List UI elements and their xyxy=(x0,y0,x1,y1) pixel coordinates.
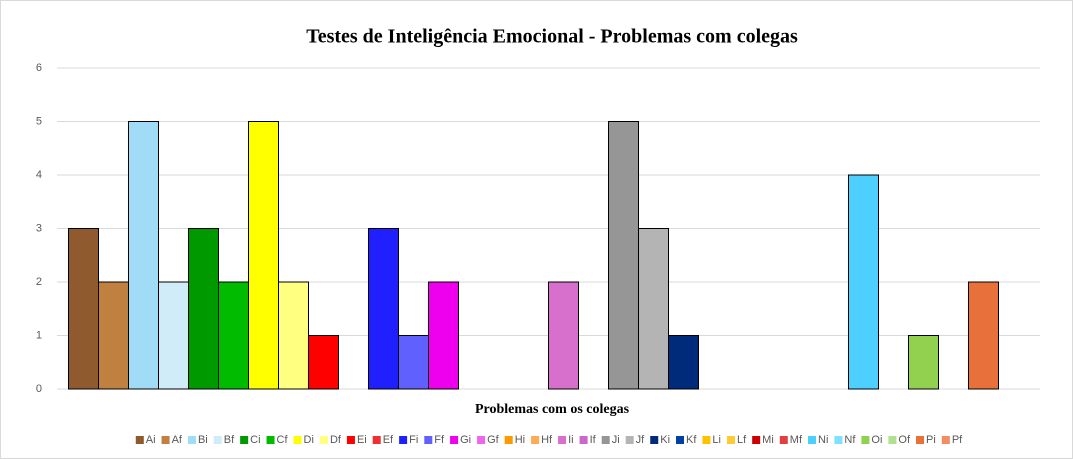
legend-label: Ff xyxy=(434,434,445,446)
legend-label: Ei xyxy=(357,434,367,446)
legend-swatch xyxy=(808,436,817,444)
bar xyxy=(548,281,579,390)
legend-swatch xyxy=(135,436,144,444)
legend-label: Gi xyxy=(460,434,471,446)
legend-label: Cf xyxy=(277,434,289,446)
legend-label: Ef xyxy=(383,434,394,446)
legend-swatch xyxy=(779,436,788,444)
bar xyxy=(128,121,159,390)
y-tick-label: 2 xyxy=(36,276,42,288)
legend-label: Kf xyxy=(686,434,697,446)
legend-swatch xyxy=(477,436,486,444)
bar xyxy=(968,281,999,390)
y-tick-label: 1 xyxy=(36,329,42,341)
legend-label: Bf xyxy=(224,434,235,446)
bar xyxy=(638,228,669,390)
legend-swatch xyxy=(240,436,249,444)
legend-label: Pi xyxy=(926,434,936,446)
bar xyxy=(428,281,459,390)
bar xyxy=(368,228,399,390)
bar xyxy=(278,281,309,390)
legend-swatch xyxy=(187,436,196,444)
legend-swatch xyxy=(213,436,222,444)
bar xyxy=(848,174,879,390)
legend-swatch xyxy=(504,436,513,444)
bar xyxy=(158,281,189,390)
legend-label: Ji xyxy=(612,434,620,446)
legend-swatch xyxy=(319,436,328,444)
legend-swatch xyxy=(161,436,170,444)
legend-label: Ni xyxy=(818,434,828,446)
chart-title: Testes de Inteligência Emocional - Probl… xyxy=(306,26,798,48)
legend-swatch xyxy=(601,436,610,444)
legend-swatch xyxy=(579,436,588,444)
legend-swatch xyxy=(752,436,761,444)
legend-label: Ai xyxy=(146,434,156,446)
legend-swatch xyxy=(702,436,711,444)
legend-swatch xyxy=(293,436,302,444)
legend-label: Hi xyxy=(515,434,525,446)
legend-swatch xyxy=(625,436,634,444)
bar xyxy=(668,335,699,390)
legend-swatch xyxy=(266,436,275,444)
legend-label: Hf xyxy=(541,434,553,446)
legend-label: Di xyxy=(304,434,314,446)
legend: Ai Af Bi Bf Ci Cf Di Df Ei Ef Fi Ff Gi Gf Hi Hf Ii If Ji Jf… xyxy=(135,434,963,446)
bar xyxy=(908,335,939,390)
legend-swatch xyxy=(650,436,659,444)
y-tick-label: 4 xyxy=(36,169,42,181)
y-tick-label: 3 xyxy=(36,222,42,234)
legend-label: Ci xyxy=(250,434,260,446)
legend-swatch xyxy=(834,436,843,444)
legend-label: Pf xyxy=(952,434,963,446)
legend-label: Of xyxy=(898,434,911,446)
legend-label: Gf xyxy=(487,434,500,446)
bar xyxy=(608,121,639,390)
legend-label: Df xyxy=(330,434,342,446)
x-axis-label: Problemas com os colegas xyxy=(475,402,630,417)
legend-swatch xyxy=(424,436,433,444)
bar xyxy=(68,228,99,390)
legend-label: If xyxy=(590,434,597,446)
y-tick-label: 6 xyxy=(36,62,42,74)
y-tick-label: 0 xyxy=(36,383,42,395)
legend-swatch xyxy=(916,436,925,444)
legend-swatch xyxy=(558,436,567,444)
bar xyxy=(98,281,129,390)
legend-swatch xyxy=(941,436,950,444)
bar xyxy=(308,335,339,390)
bar xyxy=(218,281,249,390)
legend-label: Af xyxy=(172,434,183,446)
legend-label: Ki xyxy=(660,434,670,446)
legend-label: Mf xyxy=(790,434,803,446)
bar xyxy=(248,121,279,390)
legend-swatch xyxy=(346,436,355,444)
legend-label: Bi xyxy=(198,434,208,446)
legend-label: Lf xyxy=(737,434,747,446)
legend-swatch xyxy=(531,436,540,444)
bar xyxy=(188,228,219,390)
legend-label: Jf xyxy=(636,434,646,446)
y-tick-label: 5 xyxy=(36,115,42,127)
legend-label: Fi xyxy=(409,434,418,446)
legend-label: Li xyxy=(712,434,721,446)
legend-swatch xyxy=(676,436,685,444)
legend-label: Oi xyxy=(871,434,882,446)
legend-swatch xyxy=(450,436,459,444)
legend-label: Nf xyxy=(844,434,856,446)
legend-label: Ii xyxy=(568,434,574,446)
legend-swatch xyxy=(399,436,408,444)
legend-swatch xyxy=(726,436,735,444)
legend-swatch xyxy=(888,436,897,444)
legend-label: Mi xyxy=(762,434,774,446)
legend-swatch xyxy=(372,436,381,444)
legend-swatch xyxy=(861,436,870,444)
bar xyxy=(398,335,429,390)
